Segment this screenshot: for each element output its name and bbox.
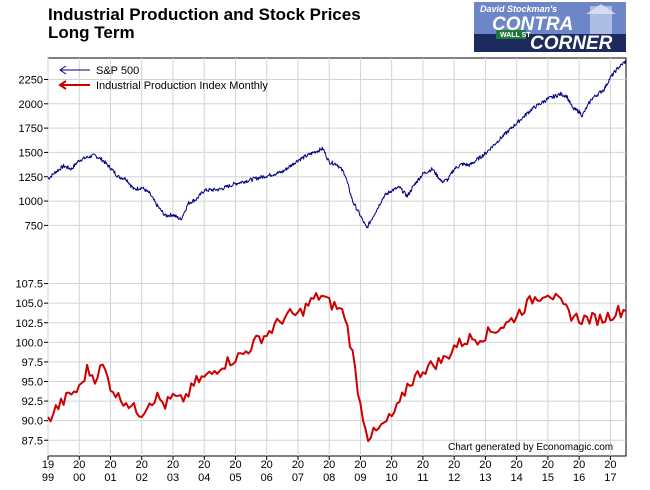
plot-frame	[47, 57, 627, 457]
x-tick-label-top: 20	[104, 459, 116, 471]
x-tick-label-bottom: 11	[417, 472, 428, 484]
x-tick-label-bottom: 01	[104, 472, 116, 484]
chart-title-line2: Long Term	[48, 23, 135, 42]
x-tick-label-top: 20	[354, 459, 366, 471]
x-tick-label-bottom: 03	[167, 472, 179, 484]
x-tick-label-bottom: 02	[136, 472, 148, 484]
lower-y-tick-label: 92.5	[22, 396, 43, 408]
x-tick-label-bottom: 99	[42, 472, 54, 484]
chart-title-line1: Industrial Production and Stock Prices	[48, 5, 361, 24]
x-tick-label-bottom: 10	[386, 472, 398, 484]
chart-credit: Chart generated by Economagic.com	[448, 442, 613, 453]
horizontal-gridlines	[48, 78, 626, 441]
x-tick-label-top: 20	[167, 459, 179, 471]
wall-street-sign-icon	[496, 30, 526, 39]
lower-y-tick-label: 95.0	[22, 377, 43, 389]
x-tick-label-top: 20	[386, 459, 398, 471]
upper-y-tick-label: 1750	[19, 123, 43, 135]
lower-y-tick-label: 97.5	[22, 357, 43, 369]
vertical-gridlines	[47, 58, 611, 456]
lower-y-tick-label: 107.5	[15, 279, 43, 291]
x-tick-labels: 1999200020012002200320042005200620072008…	[42, 456, 617, 484]
x-tick-label-top: 20	[261, 459, 273, 471]
legend-arrow-industrial-production-icon	[58, 80, 67, 90]
x-tick-label-bottom: 04	[198, 472, 210, 484]
x-tick-label-top: 19	[42, 459, 54, 471]
upper-y-tick-label: 1000	[19, 196, 43, 208]
upper-y-tick-label: 750	[25, 220, 43, 232]
logo-line2: CONTRA	[492, 14, 573, 35]
x-tick-label-top: 20	[479, 459, 491, 471]
lower-y-tick-label: 100.0	[15, 337, 43, 349]
contra-corner-logo: WALL ST David Stockman's CONTRA CORNER	[474, 2, 626, 54]
upper-y-tick-label: 2250	[19, 74, 43, 86]
x-tick-label-bottom: 13	[479, 472, 491, 484]
x-tick-label-bottom: 08	[323, 472, 335, 484]
x-tick-label-bottom: 12	[448, 472, 460, 484]
x-tick-label-top: 20	[198, 459, 210, 471]
x-tick-label-bottom: 17	[604, 472, 616, 484]
upper-y-tick-label: 1500	[19, 147, 43, 159]
y-tick-labels: 750 1000 1250 1500 1750 2000 2250 87.5 90.0 92.5 9…	[15, 74, 48, 447]
x-tick-label-bottom: 00	[73, 472, 85, 484]
x-tick-label-bottom: 07	[292, 472, 304, 484]
capitol-dome-icon	[586, 4, 616, 14]
upper-y-tick-label: 2000	[19, 99, 43, 111]
x-tick-label-top: 20	[604, 459, 616, 471]
lower-y-tick-label: 105.0	[15, 298, 43, 310]
x-tick-label-bottom: 06	[261, 472, 273, 484]
x-tick-label-bottom: 15	[542, 472, 554, 484]
series-line-industrial-production	[47, 292, 627, 443]
x-tick-label-bottom: 05	[229, 472, 241, 484]
series-line-sp500	[47, 59, 627, 229]
lower-y-tick-label: 90.0	[22, 416, 43, 428]
x-tick-label-bottom: 14	[511, 472, 523, 484]
x-tick-label-top: 20	[323, 459, 335, 471]
x-tick-label-top: 20	[136, 459, 148, 471]
logo-line1: David Stockman's	[480, 4, 557, 14]
x-tick-label-top: 20	[448, 459, 460, 471]
logo-sign-text: WALL ST	[500, 32, 531, 39]
x-tick-label-bottom: 16	[573, 472, 585, 484]
x-tick-label-top: 20	[542, 459, 554, 471]
x-tick-label-top: 20	[511, 459, 523, 471]
x-tick-label-top: 20	[417, 459, 429, 471]
x-tick-label-bottom: 09	[354, 472, 366, 484]
lower-y-tick-label: 102.5	[15, 318, 43, 330]
x-tick-label-top: 20	[73, 459, 85, 471]
legend-label-industrial-production: Industrial Production Index Monthly	[96, 80, 268, 92]
series-lines	[47, 59, 627, 443]
x-tick-label-top: 20	[292, 459, 304, 471]
legend-arrow-sp500-icon	[59, 65, 67, 75]
lower-y-tick-label: 87.5	[22, 435, 43, 447]
legend-label-sp500: S&P 500	[96, 65, 139, 77]
legend: S&P 500 Industrial Production Index Mont…	[58, 65, 268, 92]
logo-line3: CORNER	[530, 33, 613, 54]
x-tick-label-top: 20	[573, 459, 585, 471]
upper-y-tick-label: 1250	[19, 172, 43, 184]
x-tick-label-top: 20	[229, 459, 241, 471]
